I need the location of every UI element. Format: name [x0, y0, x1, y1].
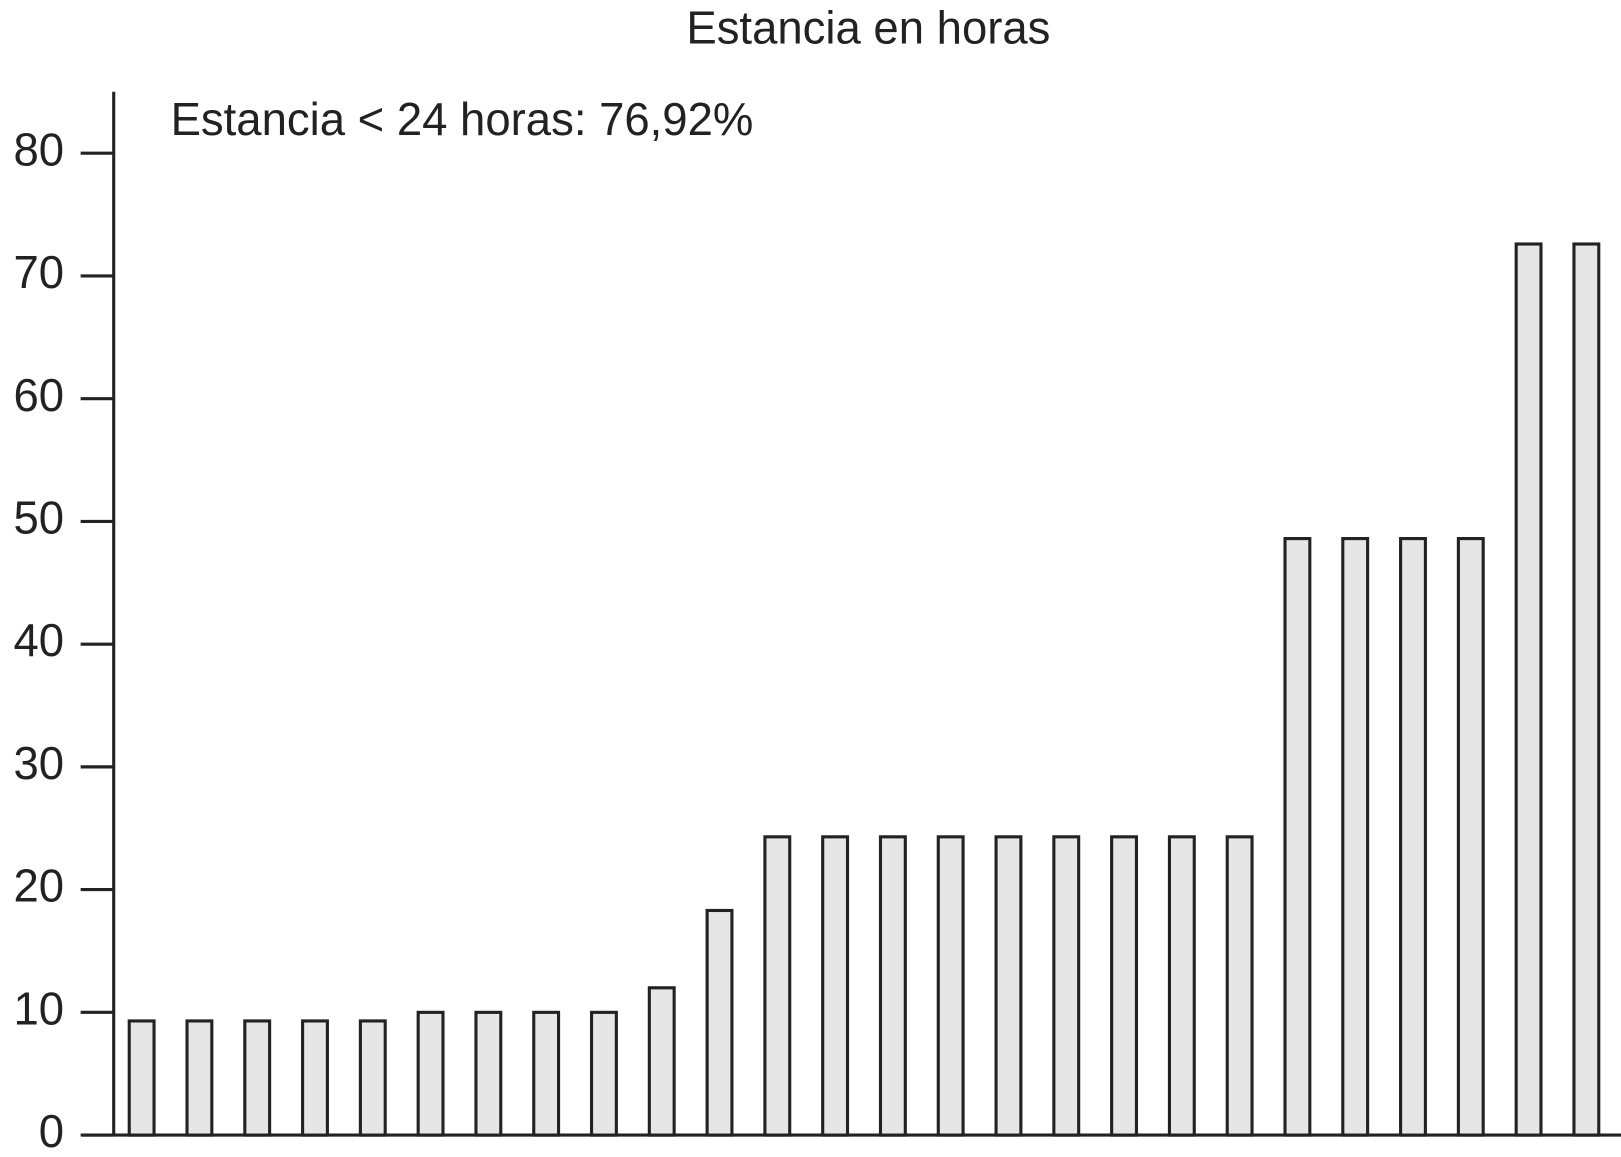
bar	[821, 835, 850, 1137]
chart-title: Estancia en horas	[686, 2, 1050, 53]
bar	[243, 1019, 272, 1137]
bar	[1110, 835, 1139, 1137]
bar	[301, 1019, 329, 1137]
y-tick-label: 30	[14, 738, 65, 789]
bar	[532, 1010, 561, 1137]
y-tick-label: 80	[14, 124, 65, 175]
y-tick-label: 50	[14, 492, 65, 543]
bar	[705, 908, 734, 1137]
y-tick-label: 0	[39, 1106, 64, 1157]
y-tick-label: 60	[14, 370, 65, 421]
bar	[1514, 242, 1543, 1137]
y-tick-label: 40	[14, 615, 65, 666]
bar	[474, 1010, 503, 1137]
bar	[358, 1019, 387, 1137]
bar	[936, 835, 965, 1137]
bar	[763, 835, 792, 1137]
bar	[878, 835, 907, 1137]
y-tick-label: 70	[14, 247, 65, 298]
bar	[1456, 537, 1485, 1137]
bar	[1572, 242, 1601, 1137]
bar	[185, 1019, 214, 1137]
bar	[1283, 537, 1312, 1137]
bar	[589, 1010, 618, 1137]
y-tick-label: 20	[14, 861, 65, 912]
bar	[1167, 835, 1196, 1137]
bar	[994, 835, 1023, 1137]
bar	[647, 986, 676, 1137]
bar	[1052, 835, 1081, 1137]
bar	[1225, 835, 1254, 1137]
y-tick-label: 10	[14, 983, 65, 1034]
bar	[1341, 537, 1370, 1137]
annotation: Estancia < 24 horas: 76,92%	[171, 94, 754, 145]
bar	[127, 1019, 156, 1137]
bar	[1399, 537, 1427, 1137]
bar	[416, 1010, 445, 1137]
